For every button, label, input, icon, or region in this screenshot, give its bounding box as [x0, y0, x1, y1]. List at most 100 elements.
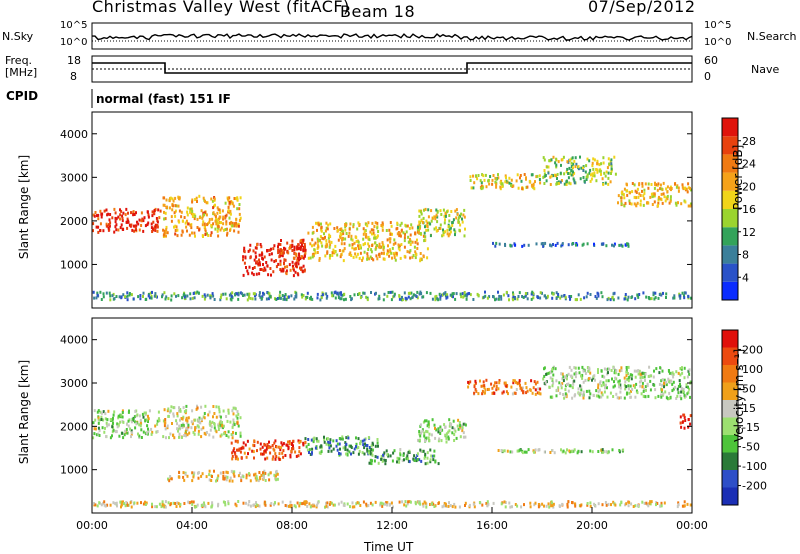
- velocity-cell: [234, 439, 237, 443]
- velocity-cell: [346, 448, 349, 452]
- power-cell: [442, 233, 445, 237]
- power-cell: [460, 295, 463, 299]
- velocity-cell: [93, 432, 96, 436]
- power-cell: [505, 179, 508, 183]
- velocity-cell: [667, 377, 670, 381]
- velocity-cell: [625, 385, 628, 389]
- velocity-cell: [649, 502, 652, 506]
- velocity-cell: [625, 370, 628, 374]
- power-cell: [222, 217, 225, 221]
- velocity-cell: [641, 385, 644, 389]
- velocity-cell: [423, 500, 426, 504]
- velocity-cell: [252, 443, 255, 447]
- power-cell: [462, 295, 465, 299]
- velocity-ytick-label: 1000: [60, 464, 88, 477]
- velocity-cell: [99, 410, 102, 414]
- velocity-cell: [456, 424, 459, 428]
- velocity-cell: [581, 373, 584, 377]
- velocity-cell: [571, 396, 574, 400]
- velocity-cell: [602, 383, 605, 387]
- power-cell: [319, 298, 322, 302]
- velocity-cell: [169, 409, 172, 413]
- velocity-cell: [357, 446, 360, 449]
- velocity-cell: [289, 455, 292, 459]
- power-cell: [601, 295, 604, 299]
- power-cell: [311, 244, 313, 248]
- velocity-cell: [348, 450, 351, 454]
- velocity-cell: [109, 503, 112, 507]
- power-cell: [610, 162, 613, 166]
- velocity-cell: [141, 412, 144, 416]
- power-cell: [105, 291, 108, 295]
- velocity-cell: [580, 374, 582, 378]
- power-cell: [266, 264, 269, 268]
- velocity-cell: [671, 389, 674, 393]
- velocity-cell: [641, 375, 644, 379]
- velocity-cell: [129, 501, 132, 505]
- velocity-cell: [268, 440, 270, 444]
- velocity-cell: [311, 451, 313, 455]
- velocity-cell: [627, 372, 629, 375]
- velocity-cell: [365, 504, 368, 508]
- power-cell: [254, 297, 257, 301]
- velocity-cell: [178, 409, 181, 413]
- power-cell: [239, 196, 242, 200]
- velocity-cell: [154, 424, 157, 428]
- velocity-cell: [424, 452, 427, 456]
- power-cell: [190, 226, 193, 230]
- power-cell: [291, 260, 294, 264]
- power-cell: [389, 237, 392, 241]
- power-cell: [440, 213, 443, 216]
- power-cell: [135, 211, 137, 215]
- velocity-ytick-label: 3000: [60, 377, 88, 390]
- power-cell: [366, 255, 369, 258]
- power-cell: [243, 250, 246, 254]
- velocity-cell: [146, 432, 149, 436]
- power-cell: [161, 295, 163, 299]
- velocity-cell: [422, 502, 425, 506]
- velocity-cell: [180, 417, 183, 420]
- power-cell: [367, 248, 370, 251]
- velocity-cell: [359, 441, 361, 445]
- power-cell: [419, 210, 422, 214]
- power-cell: [372, 231, 375, 235]
- velocity-cell: [678, 379, 681, 383]
- power-cell: [618, 243, 621, 247]
- power-cell: [448, 214, 451, 217]
- power-cell: [313, 248, 316, 252]
- velocity-cell: [629, 373, 632, 377]
- velocity-cell: [423, 456, 426, 460]
- power-cell: [233, 222, 236, 226]
- velocity-cell: [208, 473, 211, 477]
- power-cell: [253, 258, 256, 262]
- power-cell: [678, 292, 681, 296]
- velocity-cell: [498, 381, 501, 385]
- power-cell: [577, 167, 580, 171]
- power-cell: [325, 292, 328, 296]
- velocity-cell: [532, 386, 535, 390]
- power-cell: [343, 292, 346, 296]
- power-cell: [293, 297, 296, 301]
- power-cell: [663, 195, 666, 199]
- velocity-cell: [136, 501, 139, 505]
- power-cell: [401, 295, 403, 299]
- power-cell: [351, 238, 354, 242]
- power-cell: [658, 293, 661, 296]
- velocity-cell: [665, 396, 668, 400]
- velocity-cell: [362, 443, 365, 447]
- power-cell: [652, 293, 655, 297]
- velocity-cell: [458, 421, 461, 424]
- power-cell: [283, 294, 286, 298]
- power-cell: [152, 227, 155, 231]
- velocity-cell: [589, 501, 592, 505]
- power-cell: [650, 297, 653, 301]
- power-cell: [242, 294, 244, 297]
- velocity-cell: [619, 503, 622, 507]
- velocity-cell: [643, 387, 645, 391]
- power-cell: [159, 209, 162, 213]
- velocity-cell: [539, 392, 542, 396]
- velocity-cell: [102, 418, 105, 422]
- power-cell: [403, 291, 406, 295]
- power-cell: [407, 235, 410, 239]
- power-cell: [416, 238, 418, 242]
